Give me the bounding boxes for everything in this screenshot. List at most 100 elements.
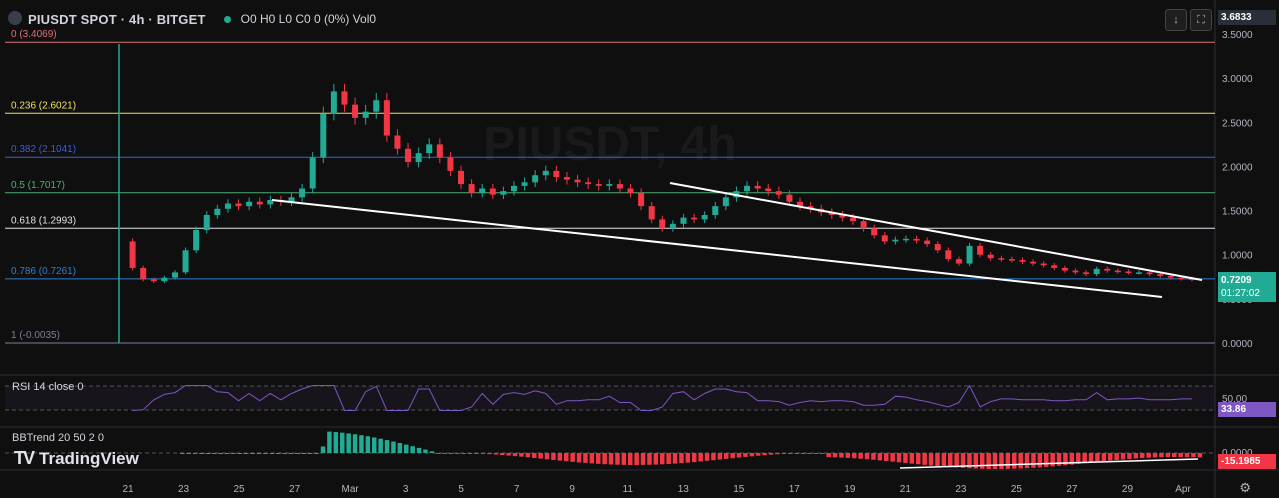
bbtrend-bar	[1197, 453, 1203, 458]
candle	[1178, 277, 1185, 280]
bbtrend-bar	[359, 435, 364, 453]
bbtrend-bar	[448, 453, 454, 454]
rsi-value-tag: 33.86	[1218, 402, 1276, 417]
arrow-down-icon[interactable]: ↓	[1165, 9, 1187, 31]
candle	[129, 241, 136, 268]
bbtrend-bar	[480, 453, 486, 454]
fullscreen-icon[interactable]: ⛶	[1190, 9, 1212, 31]
candle	[627, 188, 634, 193]
gear-icon[interactable]: ⚙	[1239, 480, 1251, 495]
bbtrend-bar	[404, 444, 409, 453]
candle	[977, 245, 984, 255]
fib-level-label: 0.236 (2.6021)	[11, 100, 76, 111]
tradingview-mark-icon: TV	[14, 448, 35, 468]
candle	[638, 192, 645, 207]
bbtrend-bar	[1005, 453, 1011, 469]
price-axis-label: 3.5000	[1222, 30, 1253, 41]
bbtrend-bar	[941, 453, 947, 467]
bbtrend-bar	[730, 453, 735, 459]
bbtrend-bar	[685, 453, 691, 463]
candle	[193, 229, 200, 251]
candle	[383, 100, 390, 136]
time-axis-label: 3	[403, 484, 409, 495]
bbtrend-bar	[820, 453, 825, 454]
rsi-line	[132, 384, 1192, 411]
time-axis-label: 9	[569, 484, 575, 495]
bbtrend-bar	[1095, 453, 1100, 462]
bbtrend-bar	[314, 453, 319, 454]
bbtrend-bar	[544, 453, 550, 460]
bbtrend-bar	[180, 453, 185, 454]
bbtrend-bar	[807, 453, 812, 454]
bbtrend-bar	[224, 453, 230, 454]
tradingview-logo[interactable]: TV TradingView	[14, 448, 139, 469]
candle	[267, 199, 274, 205]
bbtrend-bar	[384, 440, 390, 453]
candle	[860, 221, 867, 229]
bbtrend-bar	[813, 453, 819, 454]
candle	[341, 91, 348, 105]
bbtrend-bar	[608, 453, 614, 465]
bbtrend-bar	[538, 453, 543, 459]
bbtrend-bar	[512, 453, 518, 457]
candle	[659, 219, 666, 229]
bbtrend-bar	[288, 453, 294, 454]
fib-level-label: 0.5 (1.7017)	[11, 180, 65, 191]
candle	[606, 184, 613, 186]
candle	[1051, 265, 1058, 268]
time-axis-label: 15	[733, 484, 745, 495]
time-axis-label: Apr	[1175, 484, 1191, 495]
bbtrend-bar	[333, 432, 339, 453]
candle	[913, 238, 920, 241]
candle	[691, 217, 698, 220]
bbtrend-bar	[986, 453, 991, 469]
bbtrend-bar	[1140, 453, 1145, 459]
rsi-label[interactable]: RSI 14 close 0	[12, 381, 84, 393]
bbtrend-bar	[615, 453, 620, 465]
bbtrend-bar	[455, 453, 460, 454]
bbtrend-bar	[967, 453, 972, 469]
candle	[955, 259, 962, 264]
bbtrend-bar	[877, 453, 883, 461]
bbtrend-bar	[1088, 453, 1094, 463]
bbtrend-bar	[845, 453, 851, 458]
bbtrend-bar	[935, 453, 940, 467]
bbtrend-bar	[352, 434, 358, 453]
candle	[902, 238, 909, 241]
bbtrend-bar	[256, 453, 262, 454]
candle	[1030, 261, 1037, 264]
bbtrend-bar	[474, 453, 479, 454]
fib-level-label: 0.618 (1.2993)	[11, 215, 76, 226]
bbtrend-bar	[493, 453, 499, 455]
bbtrend-label[interactable]: BBTrend 20 50 2 0	[12, 432, 104, 444]
time-axis-label: 21	[900, 484, 912, 495]
bbtrend-bar	[1018, 453, 1023, 469]
price-axis-label: 2.0000	[1222, 162, 1253, 173]
candle	[542, 170, 549, 176]
bbtrend-bar	[525, 453, 531, 458]
bbtrend-bar	[576, 453, 582, 463]
trendline-support	[271, 199, 1163, 298]
candle	[924, 240, 931, 245]
candle	[616, 184, 623, 189]
trendline-resistance	[669, 182, 1203, 281]
bbtrend-bar	[237, 453, 243, 454]
time-axis-label: 27	[289, 484, 301, 495]
bbtrend-bar	[1056, 453, 1062, 466]
bbtrend-bar	[327, 431, 332, 453]
candle	[966, 245, 973, 264]
bbtrend-bar	[532, 453, 537, 458]
bbtrend-bar	[468, 453, 473, 454]
candle	[1104, 268, 1111, 271]
bbtrend-bar	[1133, 453, 1139, 459]
symbol-title[interactable]: PIUSDT SPOT · 4h · BITGET	[28, 11, 206, 27]
bbtrend-bar	[218, 453, 223, 454]
candle	[224, 203, 231, 209]
bbtrend-bar	[762, 453, 767, 456]
candle	[479, 188, 486, 193]
bbtrend-bar	[717, 453, 723, 460]
candle	[1189, 278, 1195, 281]
bbtrend-bar	[711, 453, 716, 461]
candle	[1125, 271, 1132, 273]
